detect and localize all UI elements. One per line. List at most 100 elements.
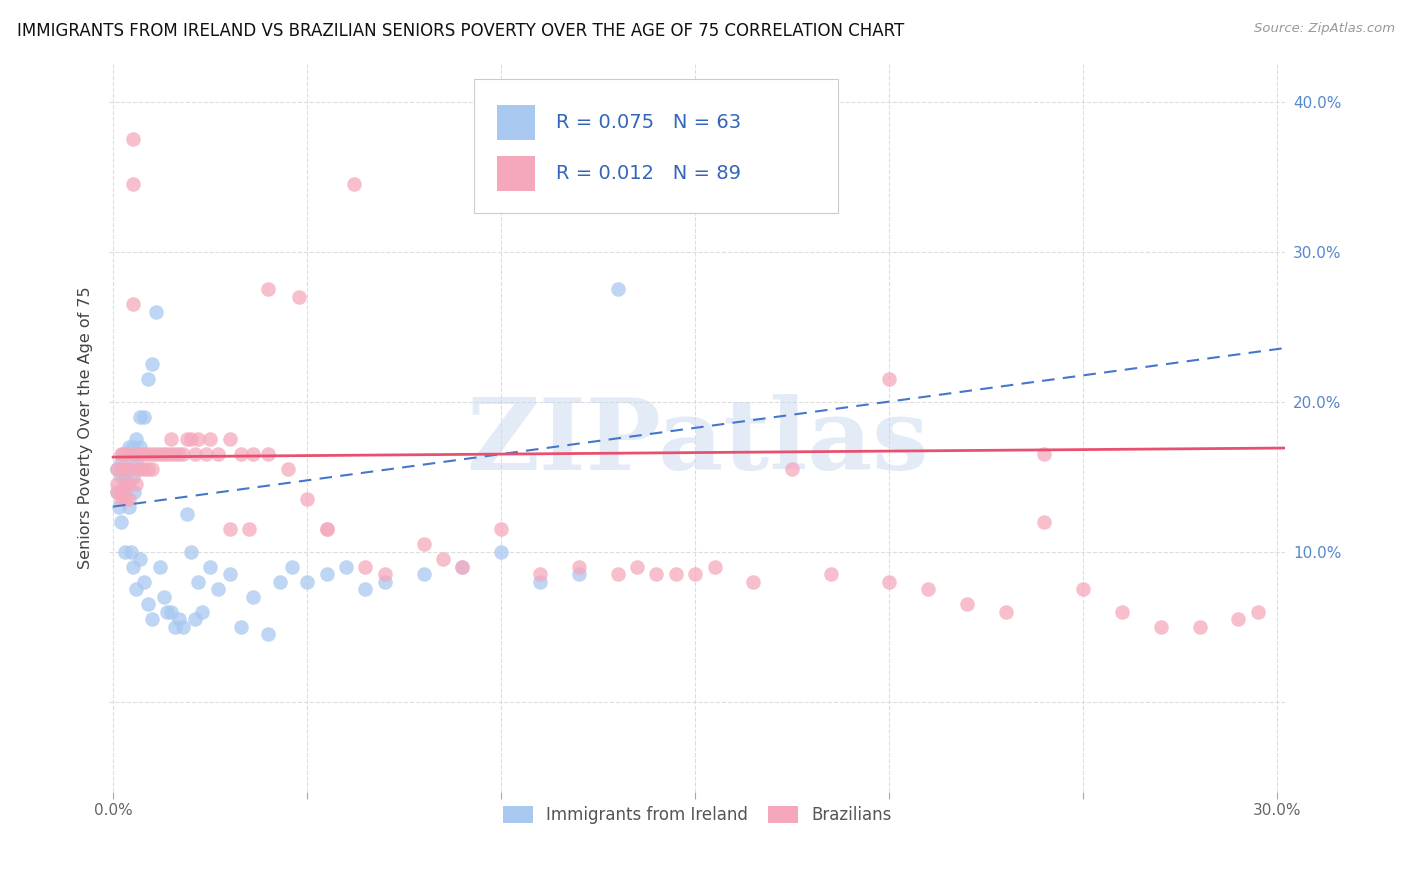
Point (167, 612, 190, 626)
Point (198, 432, 221, 446)
Point (645, 567, 668, 582)
Point (1033, 447, 1056, 461)
Point (141, 462, 163, 476)
Point (218, 522, 240, 536)
Point (156, 447, 179, 461)
Point (105, 462, 128, 476)
Point (626, 559, 648, 574)
Text: IMMIGRANTS FROM IRELAND VS BRAZILIAN SENIORS POVERTY OVER THE AGE OF 75 CORRELAT: IMMIGRANTS FROM IRELAND VS BRAZILIAN SEN… (17, 22, 904, 40)
Point (1247, 605, 1270, 619)
Point (703, 559, 725, 574)
Point (125, 462, 148, 476)
Point (1111, 605, 1133, 619)
Point (167, 447, 190, 461)
Point (529, 567, 551, 582)
Point (994, 605, 1017, 619)
Point (606, 282, 628, 296)
Point (124, 484, 146, 499)
Point (374, 567, 396, 582)
Point (195, 447, 218, 461)
Point (218, 567, 240, 582)
Point (110, 454, 132, 468)
Text: ZIPatlas: ZIPatlas (465, 394, 928, 491)
Point (165, 447, 187, 461)
Point (820, 567, 842, 582)
Point (191, 605, 214, 619)
Bar (498, 104, 534, 140)
Point (110, 492, 132, 507)
Point (412, 537, 434, 551)
Point (295, 492, 318, 507)
Point (489, 522, 512, 536)
Point (115, 462, 138, 476)
Point (110, 515, 132, 529)
Point (451, 559, 474, 574)
FancyBboxPatch shape (474, 78, 838, 213)
Point (238, 522, 260, 536)
Point (120, 544, 142, 558)
Point (242, 447, 264, 461)
Point (762, 192, 785, 206)
Point (111, 447, 134, 461)
Point (295, 574, 318, 589)
Point (114, 544, 136, 558)
Point (180, 432, 202, 446)
Point (187, 574, 209, 589)
Point (451, 559, 474, 574)
Y-axis label: Seniors Poverty Over the Age of 75: Seniors Poverty Over the Age of 75 (79, 286, 93, 569)
Point (114, 492, 136, 507)
Point (121, 559, 143, 574)
Point (877, 372, 900, 386)
Point (269, 574, 291, 589)
Point (1227, 612, 1250, 626)
Point (141, 612, 163, 626)
Point (315, 567, 337, 582)
Point (152, 447, 174, 461)
Point (917, 582, 939, 596)
Point (105, 484, 128, 499)
Point (129, 447, 152, 461)
Point (121, 447, 143, 461)
Point (114, 447, 136, 461)
Point (141, 447, 163, 461)
Point (134, 447, 156, 461)
Point (105, 484, 128, 499)
Point (108, 500, 131, 514)
Text: R = 0.075   N = 63: R = 0.075 N = 63 (555, 112, 741, 132)
Point (198, 559, 221, 574)
Point (231, 447, 253, 461)
Point (257, 447, 280, 461)
Point (160, 605, 183, 619)
Point (134, 409, 156, 424)
Point (160, 447, 183, 461)
Point (125, 582, 148, 596)
Point (129, 462, 152, 476)
Point (207, 447, 229, 461)
Point (207, 582, 229, 596)
Point (149, 559, 172, 574)
Point (180, 544, 202, 558)
Point (315, 522, 337, 536)
Point (105, 462, 128, 476)
Point (117, 447, 139, 461)
Point (114, 462, 136, 476)
Point (165, 619, 187, 633)
Point (354, 582, 377, 596)
Point (129, 409, 152, 424)
Point (117, 477, 139, 491)
Point (121, 177, 143, 191)
Point (412, 567, 434, 582)
Point (136, 447, 159, 461)
Point (125, 477, 148, 491)
Point (114, 477, 136, 491)
Point (152, 590, 174, 604)
Point (374, 574, 396, 589)
Point (129, 440, 152, 454)
Point (432, 552, 454, 566)
Point (683, 567, 706, 582)
Point (117, 492, 139, 507)
Point (1071, 582, 1094, 596)
Point (134, 462, 156, 476)
Point (110, 447, 132, 461)
Text: R = 0.012   N = 89: R = 0.012 N = 89 (555, 164, 741, 183)
